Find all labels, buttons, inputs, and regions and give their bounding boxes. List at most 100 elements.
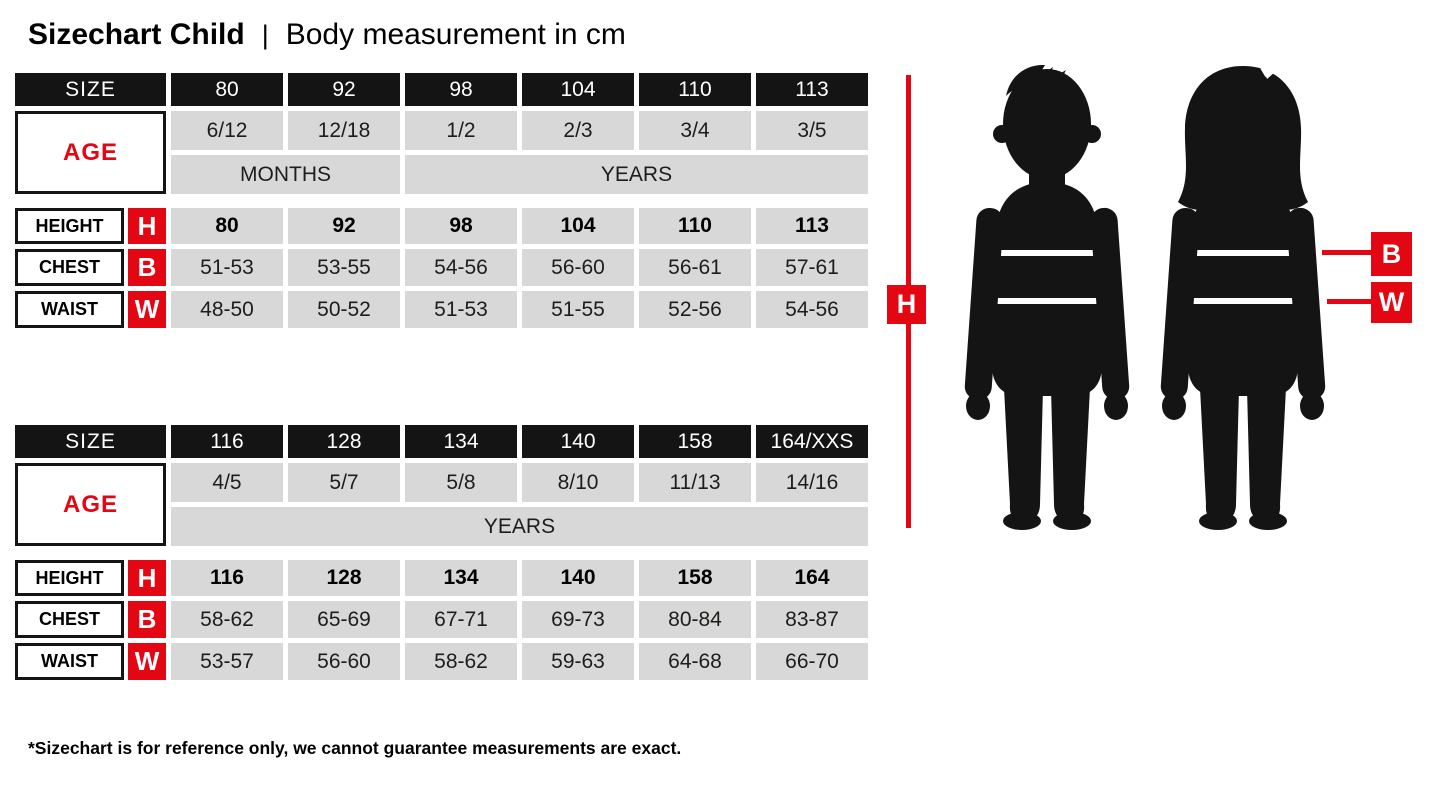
page-title-subtitle: Body measurement in cm: [285, 18, 626, 51]
chest-cell: 53-55: [288, 249, 400, 286]
waist-w-badge: W: [128, 291, 166, 328]
age-cell: 3/4: [639, 111, 751, 150]
height-cell: 134: [405, 560, 517, 596]
figure-b-badge: B: [1371, 232, 1412, 276]
chest-measure-line: [1322, 250, 1372, 255]
height-cell: 116: [171, 560, 283, 596]
height-cell: 110: [639, 208, 751, 244]
height-row-label: HEIGHT H: [15, 208, 166, 244]
girl-silhouette: [1160, 66, 1326, 530]
chest-row-label: CHEST B: [15, 249, 166, 286]
chest-cell: 57-61: [756, 249, 868, 286]
waist-cell: 64-68: [639, 643, 751, 680]
waist-cell: 66-70: [756, 643, 868, 680]
size-cell: 140: [522, 425, 634, 458]
size-table-small: SIZE 80 92 98 104 110 113 AGE 6/12 12/18…: [15, 73, 868, 328]
chest-cell: 83-87: [756, 601, 868, 638]
age-cell: 12/18: [288, 111, 400, 150]
waist-cell: 54-56: [756, 291, 868, 328]
waist-cell: 51-53: [405, 291, 517, 328]
height-cell: 92: [288, 208, 400, 244]
chest-cell: 58-62: [171, 601, 283, 638]
age-cell: 3/5: [756, 111, 868, 150]
height-cell: 140: [522, 560, 634, 596]
age-header-label: AGE: [15, 463, 166, 546]
chest-cell: 56-61: [639, 249, 751, 286]
waist-w-badge: W: [128, 643, 166, 680]
waist-row-label: WAIST W: [15, 643, 166, 680]
disclaimer-note: *Sizechart is for reference only, we can…: [28, 738, 682, 758]
chest-cell: 67-71: [405, 601, 517, 638]
size-cell: 98: [405, 73, 517, 106]
size-header-label: SIZE: [15, 73, 166, 106]
age-cell: 14/16: [756, 463, 868, 502]
height-cell: 158: [639, 560, 751, 596]
waist-cell: 56-60: [288, 643, 400, 680]
size-cell: 134: [405, 425, 517, 458]
waist-measure-line: [1327, 299, 1372, 304]
waist-cell: 50-52: [288, 291, 400, 328]
size-cell: 158: [639, 425, 751, 458]
measurement-diagram: H: [880, 60, 1441, 570]
height-h-badge: H: [128, 208, 166, 244]
height-h-badge: H: [128, 560, 166, 596]
size-cell: 80: [171, 73, 283, 106]
height-cell: 164: [756, 560, 868, 596]
waist-cell: 58-62: [405, 643, 517, 680]
chest-label: CHEST: [15, 249, 124, 286]
waist-cell: 51-55: [522, 291, 634, 328]
chest-row-label: CHEST B: [15, 601, 166, 638]
waist-cell: 52-56: [639, 291, 751, 328]
size-header-label: SIZE: [15, 425, 166, 458]
figure-w-badge: W: [1371, 282, 1412, 323]
waist-label: WAIST: [15, 643, 124, 680]
waist-cell: 53-57: [171, 643, 283, 680]
chest-cell: 56-60: [522, 249, 634, 286]
height-cell: 128: [288, 560, 400, 596]
height-row-label: HEIGHT H: [15, 560, 166, 596]
period-years-cell: YEARS: [405, 155, 868, 194]
height-cell: 80: [171, 208, 283, 244]
age-header-label: AGE: [15, 111, 166, 194]
chest-b-badge: B: [128, 249, 166, 286]
chest-label: CHEST: [15, 601, 124, 638]
chest-cell: 80-84: [639, 601, 751, 638]
figure-h-badge: H: [887, 285, 926, 324]
size-cell: 113: [756, 73, 868, 106]
waist-cell: 48-50: [171, 291, 283, 328]
age-cell: 2/3: [522, 111, 634, 150]
page-title: Sizechart Child | Body measurement in cm: [28, 18, 626, 52]
size-table-large: SIZE 116 128 134 140 158 164/XXS AGE 4/5…: [15, 425, 868, 680]
chest-cell: 65-69: [288, 601, 400, 638]
waist-row-label: WAIST W: [15, 291, 166, 328]
chest-cell: 69-73: [522, 601, 634, 638]
age-cell: 11/13: [639, 463, 751, 502]
size-cell: 164/XXS: [756, 425, 868, 458]
age-cell: 5/8: [405, 463, 517, 502]
chest-b-badge: B: [128, 601, 166, 638]
boy-silhouette: [964, 64, 1130, 530]
age-cell: 6/12: [171, 111, 283, 150]
period-years-cell: YEARS: [171, 507, 868, 546]
page-title-main: Sizechart Child: [28, 18, 245, 51]
chest-cell: 51-53: [171, 249, 283, 286]
age-cell: 4/5: [171, 463, 283, 502]
age-cell: 1/2: [405, 111, 517, 150]
size-cell: 128: [288, 425, 400, 458]
height-cell: 104: [522, 208, 634, 244]
height-label: HEIGHT: [15, 208, 124, 244]
size-cell: 116: [171, 425, 283, 458]
height-cell: 113: [756, 208, 868, 244]
age-cell: 8/10: [522, 463, 634, 502]
period-months-cell: MONTHS: [171, 155, 400, 194]
size-cell: 104: [522, 73, 634, 106]
waist-label: WAIST: [15, 291, 124, 328]
size-cell: 92: [288, 73, 400, 106]
height-cell: 98: [405, 208, 517, 244]
age-cell: 5/7: [288, 463, 400, 502]
chest-cell: 54-56: [405, 249, 517, 286]
waist-cell: 59-63: [522, 643, 634, 680]
height-label: HEIGHT: [15, 560, 124, 596]
title-separator: |: [261, 20, 269, 50]
